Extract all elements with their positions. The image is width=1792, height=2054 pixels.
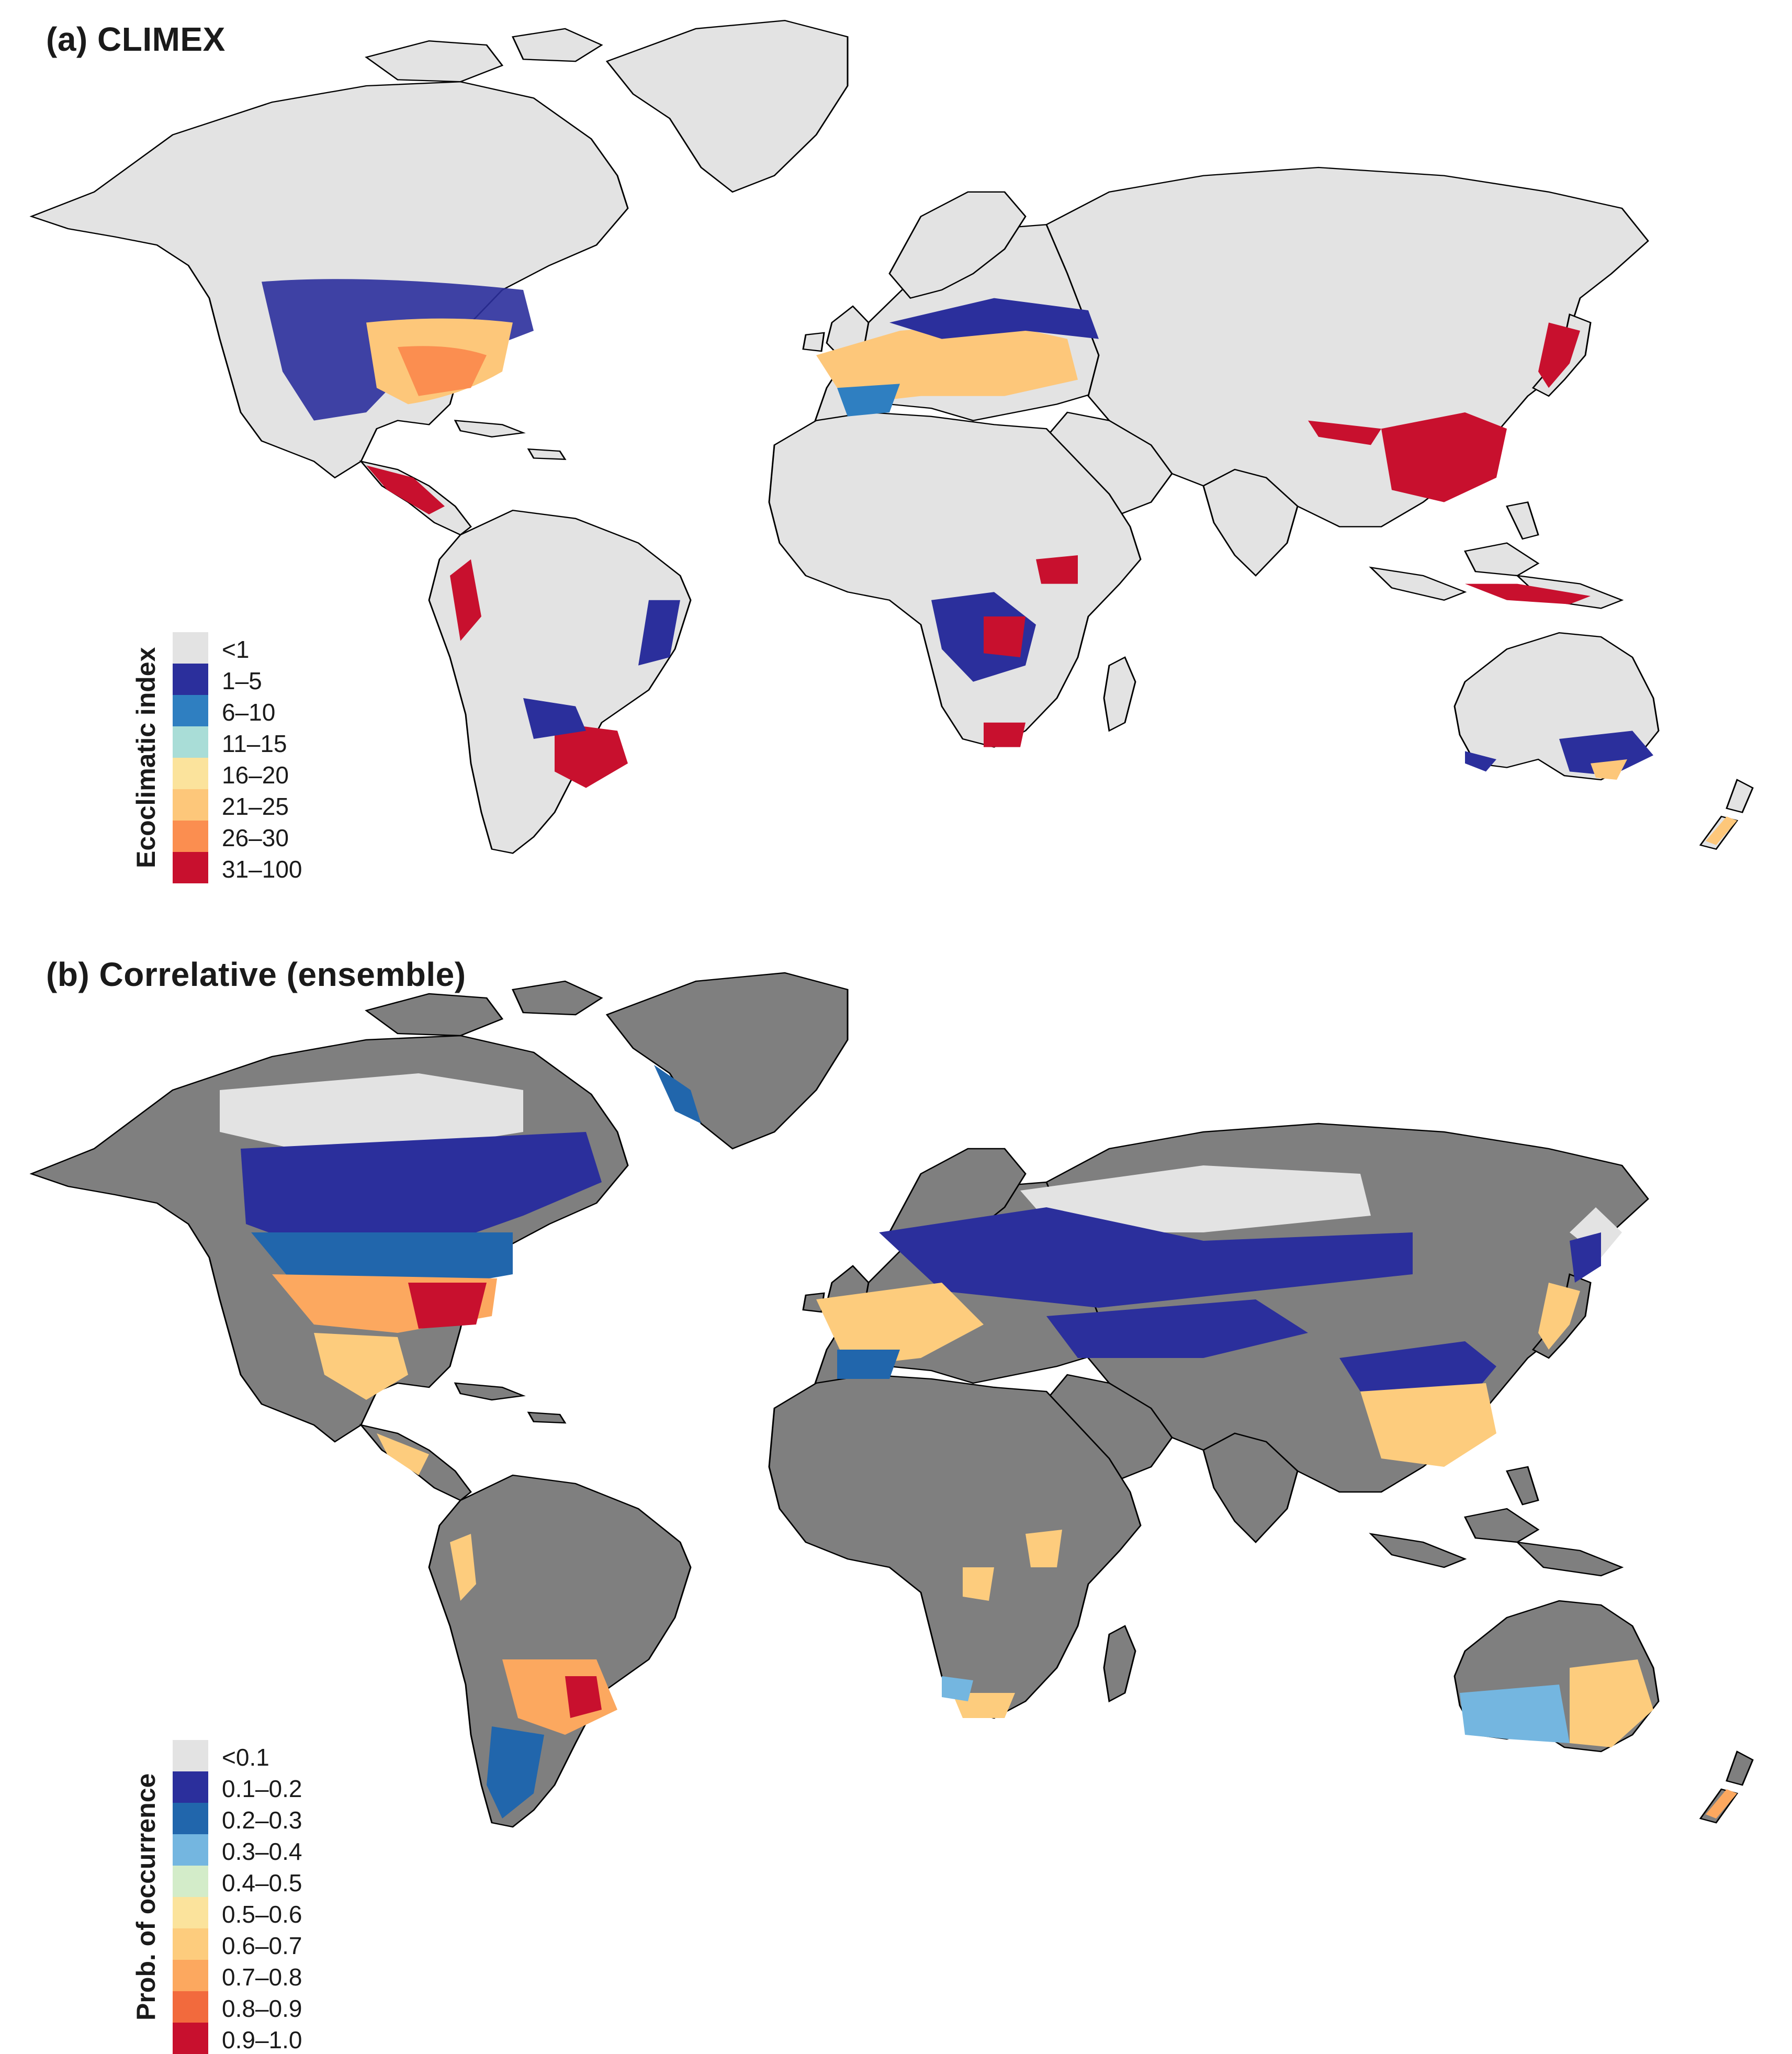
legend-label: 0.9–1.0 (222, 2026, 302, 2053)
panel-b-title: (b) Correlative (ensemble) (46, 956, 466, 993)
legend-title: Ecoclimatic index (131, 647, 161, 869)
legend-label: 0.2–0.3 (222, 1806, 302, 1834)
legend-swatch (173, 1928, 208, 1960)
legend-swatch (173, 1897, 208, 1928)
legend-swatch (173, 1771, 208, 1803)
legend-label: 0.5–0.6 (222, 1901, 302, 1928)
legend-label: 26–30 (222, 824, 289, 851)
legend-swatch (173, 664, 208, 695)
panel-a-climex: (a) CLIMEX (0, 0, 1792, 911)
legend-label: 0.7–0.8 (222, 1963, 302, 1991)
legend-label: <1 (222, 636, 250, 663)
legend-label: 0.4–0.5 (222, 1869, 302, 1896)
legend-swatch (173, 1991, 208, 2023)
legend-label: 6–10 (222, 699, 276, 726)
panel-b-correlative: (b) Correlative (ensemble) (0, 935, 1792, 2054)
legend-label: 0.6–0.7 (222, 1932, 302, 1959)
legend-swatch (173, 821, 208, 852)
legend-label: 31–100 (222, 856, 302, 883)
legend-swatch (173, 1740, 208, 1771)
legend-swatch (173, 1866, 208, 1897)
legend-label: 0.3–0.4 (222, 1838, 302, 1865)
legend-swatch (173, 695, 208, 726)
legend-swatch (173, 1834, 208, 1866)
legend-label: 11–15 (222, 730, 287, 757)
climex-map (30, 19, 1754, 854)
legend-label: 0.1–0.2 (222, 1775, 302, 1802)
legend-swatch (173, 632, 208, 664)
legend-swatch (173, 789, 208, 821)
legend-label: 16–20 (222, 761, 289, 789)
legend-swatch (173, 852, 208, 883)
legend-swatch (173, 1803, 208, 1834)
legend-swatch (173, 758, 208, 789)
legend-title: Prob. of occurrence (131, 1773, 161, 2021)
correlative-map (30, 972, 1754, 1828)
legend-label: 0.8–0.9 (222, 1995, 302, 2022)
legend-label: <0.1 (222, 1744, 269, 1771)
legend-swatch (173, 1960, 208, 1991)
legend-label: 1–5 (222, 667, 262, 694)
panel-a-title: (a) CLIMEX (46, 20, 226, 58)
legend-label: 21–25 (222, 793, 289, 820)
legend-swatch (173, 2023, 208, 2054)
legend-swatch (173, 726, 208, 758)
